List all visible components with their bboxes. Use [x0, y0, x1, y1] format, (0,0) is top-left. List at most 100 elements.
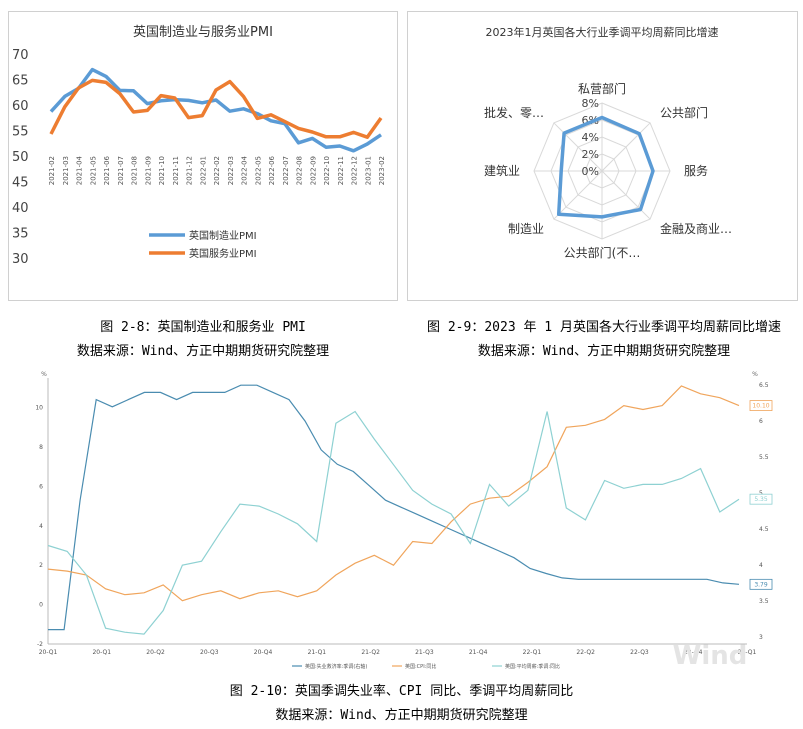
legend-label: 英国服务业PMI: [189, 247, 257, 260]
end-value-box: [749, 493, 773, 505]
end-value-box: [749, 578, 773, 590]
x-tick-label: 22-Q2: [576, 649, 595, 656]
x-tick-label: 20-Q1: [39, 649, 58, 656]
y-tick-label: 45: [12, 176, 29, 191]
radar-spoke: [601, 122, 651, 172]
x-tick-label: 2022-12: [351, 156, 359, 185]
radar-tick-label: 4%: [582, 131, 599, 144]
left-tick-label: 0: [39, 602, 43, 609]
x-tick-label: 2021-10: [158, 156, 166, 185]
y-tick-label: 50: [12, 150, 29, 165]
x-tick-label: 21-Q1: [308, 649, 327, 656]
uk-labour-chart-panel: %% -2 0 2 4 6 8 10 3 3.5 4 4.5 5 5.5 6 6.5 20-Q1 20-Q1 20-…: [30, 366, 775, 674]
x-tick-label: 2022-01: [199, 156, 207, 185]
radar-tick-label: 8%: [582, 97, 599, 110]
pmi-chart: 英国制造业与服务业PMI 30 35 40 45 50 55 60 65 70 2021-02 202…: [12, 24, 386, 267]
right-tick-label: 4: [759, 562, 763, 569]
y-tick-label: 70: [12, 48, 29, 63]
pmi-chart-panel: 英国制造业与服务业PMI 30 35 40 45 50 55 60 65 70 2021-02 202…: [8, 11, 398, 301]
x-tick-label: 2021-05: [89, 156, 97, 185]
x-tick-label: 2021-02: [48, 156, 56, 185]
x-tick-label: 2021-09: [144, 156, 152, 185]
right-tick-label: 4.5: [759, 526, 769, 533]
fig10-title: 图 2-10：英国季调失业率、CPI 同比、季调平均周薪同比: [229, 684, 574, 699]
uk-labour-chart: % % -2 0 2 4 6 8 10 3 3.5 4 4.5 5 5.5 6 6.5 20-Q1 20-Q1 20-…: [35, 371, 773, 671]
y-tick-label: 40: [12, 201, 29, 216]
end-value-label: 10.10: [752, 403, 769, 410]
radar-category-label: 制造业: [508, 222, 544, 236]
legend-label: 英国制造业PMI: [189, 229, 257, 242]
x-tick-label: 2022-09: [309, 156, 317, 185]
fig8-title: 图 2-8：英国制造业和服务业 PMI: [100, 320, 306, 335]
x-tick-label: 2022-10: [323, 156, 331, 185]
fig8-caption: 图 2-8：英国制造业和服务业 PMI 数据来源：Wind、方正中期期货研究院整…: [8, 316, 398, 360]
wage-radar-chart: 2023年1月英国各大行业季调平均周薪同比增速0%2%4%6%8%私营部门公共部…: [484, 25, 732, 260]
right-tick-label: 3.5: [759, 598, 769, 605]
x-tick-label: 23-Q1: [738, 649, 757, 656]
series-line-1: [48, 384, 740, 631]
radar-category-label: 服务: [684, 163, 708, 178]
radar-tick-label: 2%: [582, 148, 599, 161]
series-line-2: [47, 385, 740, 602]
series-line-2: [49, 78, 383, 139]
y-tick-label: 30: [12, 252, 29, 267]
radar-tick-label: 0%: [582, 165, 599, 178]
fig9-title: 图 2-9：2023 年 1 月英国各大行业季调平均周薪同比增速: [427, 320, 781, 335]
radar-category-label: 批发、零…: [484, 105, 544, 120]
x-tick-label: 2021-06: [103, 155, 111, 185]
left-tick-label: 2: [39, 562, 43, 569]
x-tick-label: 20-Q1: [92, 649, 111, 656]
fig9-caption: 图 2-9：2023 年 1 月英国各大行业季调平均周薪同比增速 数据来源：Wi…: [405, 316, 803, 360]
left-tick-label: 10: [35, 405, 43, 412]
x-tick-label: 20-Q2: [146, 649, 165, 656]
x-tick-label: 2021-11: [172, 156, 180, 185]
left-tick-label: 8: [39, 444, 43, 451]
legend-label: 英国:失业救济率:季调(右轴): [305, 663, 367, 670]
y-tick-label: 60: [12, 99, 29, 114]
y-tick-label: 65: [12, 74, 29, 89]
right-axis-unit: %: [752, 371, 758, 378]
x-tick-label: 2022-04: [241, 155, 249, 185]
y-tick-label: 55: [12, 125, 29, 140]
right-tick-label: 5: [759, 490, 763, 497]
x-tick-label: 2022-11: [337, 156, 345, 185]
x-tick-label: 22-Q3: [630, 649, 649, 656]
right-tick-label: 6: [759, 418, 763, 425]
x-tick-label: 2023-02: [378, 156, 386, 185]
x-tick-label: 2022-06: [268, 155, 276, 185]
x-tick-label: 2022-02: [213, 156, 221, 185]
x-tick-label: 2023-01: [364, 156, 372, 185]
right-tick-label: 3: [759, 634, 763, 641]
x-tick-label: 21-Q3: [415, 649, 434, 656]
left-tick-label: -2: [37, 641, 43, 648]
wind-watermark: Wind: [673, 641, 748, 671]
x-tick-label: 2021-08: [131, 156, 139, 185]
end-value-label: 3.79: [754, 581, 768, 588]
legend-label: 英国:平均周薪:季调:同比: [505, 663, 560, 670]
end-value-label: 5.35: [754, 496, 768, 503]
right-tick-label: 6.5: [759, 382, 769, 389]
radar-chart-panel: 2023年1月英国各大行业季调平均周薪同比增速 0% 2% 4% 6% 8% 私营部门 公共部…: [407, 11, 798, 301]
x-tick-label: 2021-12: [186, 156, 194, 185]
radar-category-label: 公共部门: [660, 105, 708, 120]
fig8-source: 数据来源：Wind、方正中期期货研究院整理: [76, 344, 330, 359]
radar-category-label: 金融及商业…: [660, 221, 732, 236]
left-axis-unit: %: [41, 371, 47, 378]
chart-title: 英国制造业与服务业PMI: [133, 24, 273, 40]
x-tick-label: 2022-05: [254, 156, 262, 185]
series-line-3: [47, 410, 740, 635]
x-tick-label: 22-Q1: [523, 649, 542, 656]
x-tick-label: 21-Q4: [469, 649, 488, 656]
fig10-source: 数据来源：Wind、方正中期期货研究院整理: [275, 708, 528, 723]
x-tick-label: 2021-07: [117, 156, 125, 185]
x-tick-label: 20-Q3: [200, 649, 219, 656]
radar-spoke: [553, 170, 603, 220]
legend-label: 英国:CPI:同比: [405, 663, 436, 670]
left-tick-label: 4: [39, 523, 43, 530]
x-tick-label: 2021-03: [62, 156, 70, 185]
radar-category-label: 公共部门(不…: [564, 245, 641, 260]
x-tick-label: 21-Q2: [361, 649, 380, 656]
left-tick-label: 6: [39, 483, 43, 490]
x-tick-label: 2021-04: [76, 155, 84, 185]
x-tick-label: 2022-07: [282, 156, 290, 185]
